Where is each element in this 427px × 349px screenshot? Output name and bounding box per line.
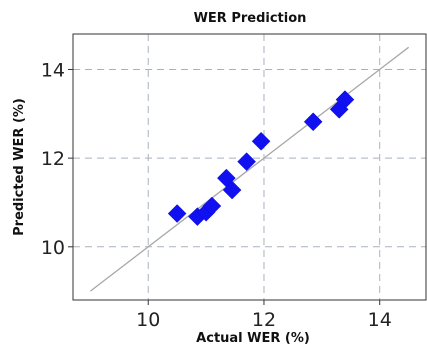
identity-reference-line (89, 46, 410, 292)
chart-title: WER Prediction (194, 11, 307, 26)
data-point-marker (202, 196, 222, 216)
x-tick-label: 12 (252, 309, 276, 331)
data-point-marker (251, 131, 271, 151)
data-points (167, 90, 355, 227)
x-tick-label: 14 (368, 309, 392, 331)
plot-area-frame (72, 33, 427, 301)
data-point-marker (335, 90, 355, 109)
y-axis-label: Predicted WER (%) (12, 98, 27, 236)
y-tick-label: 14 (41, 59, 65, 81)
x-axis-label: Actual WER (%) (196, 331, 310, 346)
y-tick-label: 12 (41, 148, 65, 170)
data-point-marker (222, 180, 242, 200)
data-point-marker (237, 152, 256, 172)
data-point-marker (303, 112, 323, 132)
y-tick-label: 10 (41, 237, 65, 259)
x-tick-label: 10 (136, 309, 160, 331)
data-point-marker (167, 204, 187, 223)
grid (73, 34, 426, 300)
axis-ticks: 10 12 14 10 12 14 (41, 59, 392, 331)
